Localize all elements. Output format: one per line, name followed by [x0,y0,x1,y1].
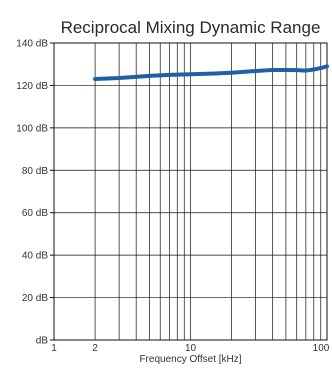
y-tick-label: 60 dB [22,208,48,219]
y-tick-label: 20 dB [22,293,48,304]
y-tick-label: dB [36,336,49,347]
series-line [93,64,329,82]
y-tick-label: 100 dB [16,123,48,134]
y-tick-label: 140 dB [16,39,48,50]
x-tick-label: 10 [185,343,197,354]
plot-frame [50,42,328,341]
plot-border [53,42,328,341]
chart-title: Reciprocal Mixing Dynamic Range [61,18,321,37]
y-tick-label: 40 dB [22,251,48,262]
grid [54,43,327,340]
x-tick-labels: 1 2 10 100 [51,343,330,354]
y-tick-label: 120 dB [16,81,48,92]
x-tick-label: 1 [51,343,57,354]
y-tick-labels: dB 20 dB 40 dB 60 dB 80 dB 100 dB 120 dB 140 dB [16,39,48,347]
x-tick-label: 100 [313,343,330,354]
x-axis-label: Frequency Offset [kHz] [139,354,241,365]
series-layer [93,64,329,82]
y-tick-label: 80 dB [22,166,48,177]
x-tick-label: 2 [92,343,98,354]
